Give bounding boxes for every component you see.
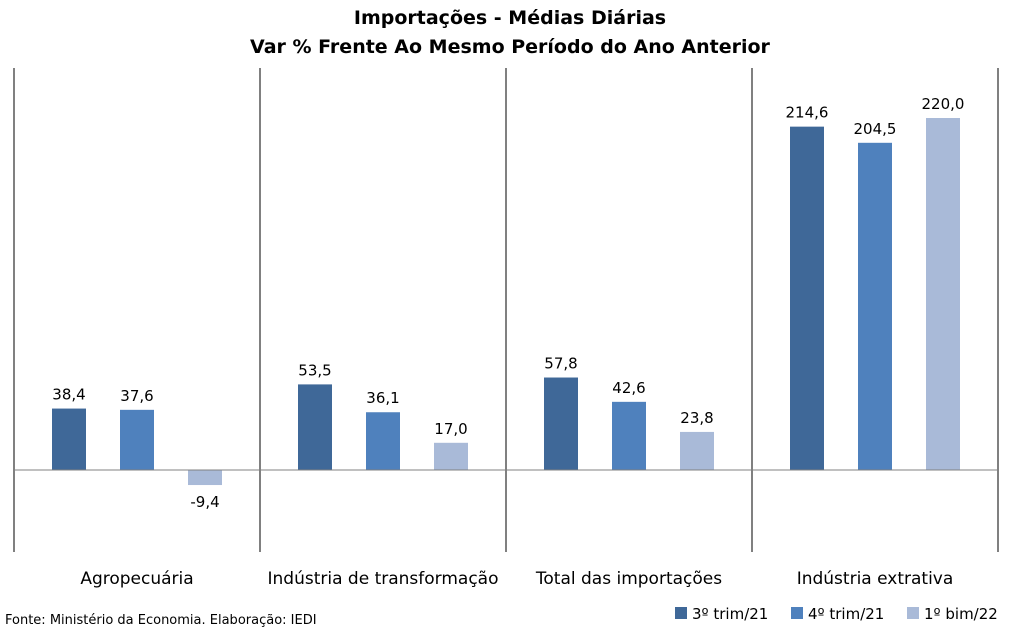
category-label: Total das importações [535, 569, 722, 589]
data-label: 214,6 [786, 104, 829, 122]
bar [52, 408, 86, 470]
data-label: 36,1 [366, 389, 399, 407]
data-label: 204,5 [854, 120, 897, 138]
data-label: 220,0 [922, 95, 965, 113]
legend-swatch [675, 607, 687, 619]
legend-item: 1º bim/22 [907, 605, 998, 623]
data-label: -9,4 [190, 493, 219, 511]
chart-subtitle: Var % Frente Ao Mesmo Período do Ano Ant… [250, 36, 771, 58]
category-label: Agropecuária [80, 569, 193, 589]
data-label: 57,8 [544, 355, 577, 373]
legend: 3º trim/21 4º trim/21 1º bim/22 [675, 605, 998, 623]
data-label: 42,6 [612, 379, 645, 397]
bar [366, 412, 400, 470]
legend-swatch [907, 607, 919, 619]
bar [298, 384, 332, 470]
bar [858, 142, 892, 471]
category-label: Indústria de transformação [268, 569, 499, 589]
legend-swatch [791, 607, 803, 619]
legend-label: 3º trim/21 [692, 605, 768, 623]
legend-item: 3º trim/21 [675, 605, 768, 623]
bar [612, 401, 646, 470]
legend-label: 1º bim/22 [924, 605, 998, 623]
data-label: 53,5 [298, 361, 331, 379]
bar [434, 442, 468, 470]
bar [188, 470, 222, 486]
data-label: 23,8 [680, 409, 713, 427]
bar [120, 409, 154, 470]
bar [790, 126, 824, 470]
legend-label: 4º trim/21 [808, 605, 884, 623]
category-label: Indústria extrativa [797, 569, 954, 589]
chart-title: Importações - Médias Diárias [354, 7, 666, 29]
bar [680, 431, 714, 470]
bar [544, 377, 578, 470]
data-label: 37,6 [120, 387, 153, 405]
legend-item: 4º trim/21 [791, 605, 884, 623]
plot-area: 38,4 37,6 -9,4 Agropecuária 53,5 36,1 17,0 Indú… [13, 68, 999, 589]
bar [926, 118, 960, 470]
data-label: 38,4 [52, 386, 85, 404]
data-label: 17,0 [434, 420, 467, 438]
source-note: Fonte: Ministério da Economia. Elaboraçã… [5, 613, 317, 628]
